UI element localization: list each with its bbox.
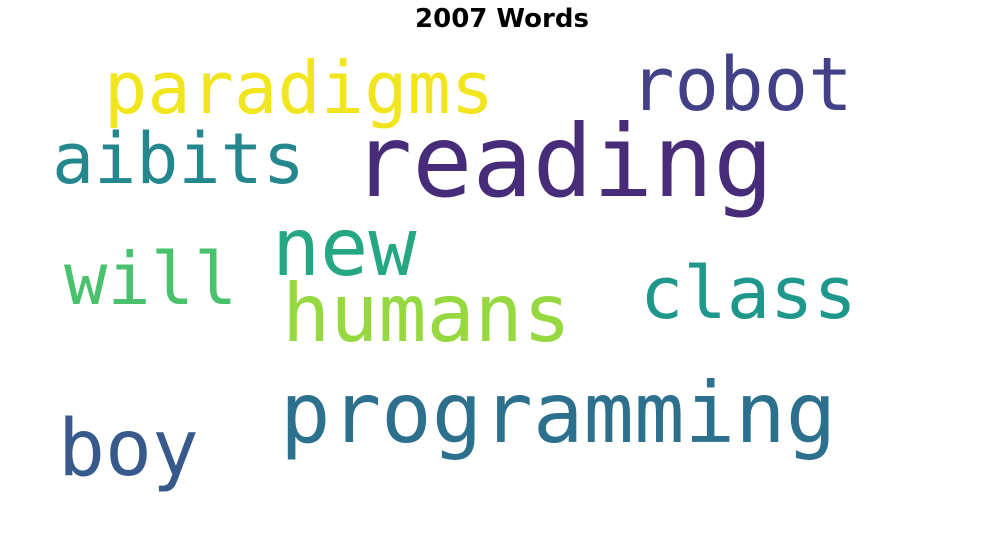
- word-programming: programming: [280, 364, 837, 462]
- word-will: will: [64, 237, 238, 321]
- word-new: new: [272, 201, 417, 294]
- word-class: class: [640, 251, 857, 335]
- word-reading: reading: [352, 103, 774, 220]
- word-aibits: aibits: [52, 118, 305, 200]
- word-boy: boy: [58, 404, 199, 494]
- word-humans: humans: [282, 267, 571, 360]
- word-robot: robot: [630, 42, 853, 128]
- word-paradigms: paradigms: [104, 46, 495, 130]
- figure-title: 2007 Words: [415, 4, 589, 34]
